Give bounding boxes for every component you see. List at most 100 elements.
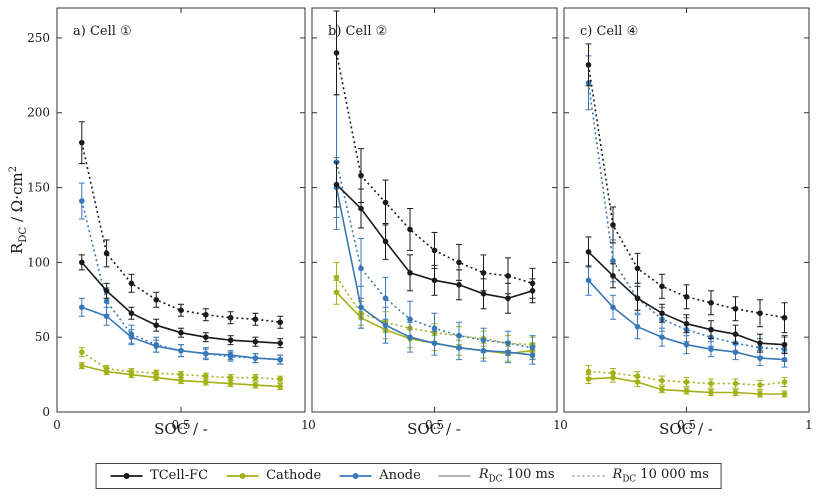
data-marker bbox=[333, 181, 340, 188]
data-marker bbox=[277, 356, 284, 363]
panel-c-series-cathode-10000ms bbox=[585, 365, 788, 391]
data-marker bbox=[227, 337, 234, 343]
data-marker bbox=[610, 258, 616, 264]
data-marker bbox=[153, 296, 159, 303]
legend-item-anode: Anode bbox=[337, 468, 421, 483]
data-marker bbox=[683, 388, 690, 394]
legend-sample-anode bbox=[339, 472, 372, 479]
data-marker bbox=[333, 50, 340, 56]
data-marker bbox=[634, 265, 641, 272]
data-marker bbox=[456, 282, 462, 288]
series-line bbox=[81, 142, 281, 323]
data-marker bbox=[79, 349, 85, 355]
panel-a-series-anode-100ms bbox=[78, 297, 284, 365]
legend-label-cathode: Cathode bbox=[266, 468, 322, 484]
series-line bbox=[587, 82, 785, 350]
y-tick-label: 50 bbox=[35, 330, 50, 344]
data-marker bbox=[732, 380, 739, 387]
data-marker bbox=[227, 374, 234, 381]
data-marker bbox=[505, 273, 511, 279]
x-tick-label: 0 bbox=[308, 418, 316, 432]
data-marker bbox=[585, 62, 592, 68]
data-marker bbox=[659, 334, 665, 340]
legend-item-cathode: Cathode bbox=[224, 468, 321, 483]
data-marker bbox=[732, 331, 739, 337]
data-marker bbox=[153, 322, 159, 329]
x-tick-label: 0.5 bbox=[677, 418, 696, 432]
data-marker bbox=[431, 340, 438, 346]
data-marker bbox=[683, 293, 690, 300]
data-marker bbox=[407, 334, 413, 340]
data-marker bbox=[585, 277, 592, 284]
legend-item-r100: RDC 100 ms bbox=[437, 467, 555, 485]
y-axis-label: RDC / Ω·cm2 bbox=[8, 165, 29, 255]
data-marker bbox=[178, 307, 184, 314]
data-marker bbox=[757, 391, 763, 397]
data-marker bbox=[79, 198, 85, 204]
legend: TCell-FC Cathode Anode RDC 100 ms RDC 10… bbox=[95, 463, 722, 489]
panel-a-series-cathode-100ms bbox=[78, 362, 284, 391]
legend-sample-tcell bbox=[110, 472, 143, 479]
data-marker bbox=[659, 310, 665, 317]
data-marker bbox=[277, 376, 284, 382]
legend-label-tcell: TCell-FC bbox=[150, 468, 209, 484]
data-marker bbox=[153, 374, 159, 381]
legend-item-tcell: TCell-FC bbox=[108, 468, 208, 483]
data-marker bbox=[103, 288, 110, 294]
data-marker bbox=[505, 295, 511, 302]
data-marker bbox=[277, 383, 284, 390]
data-marker bbox=[683, 379, 690, 385]
x-axis-label-c: SOC / - bbox=[659, 420, 713, 438]
y-tick-label: 200 bbox=[27, 106, 50, 120]
data-marker bbox=[431, 277, 438, 284]
panel-c-series-anode-100ms bbox=[585, 264, 788, 368]
data-marker bbox=[382, 199, 389, 206]
data-marker bbox=[708, 389, 714, 396]
data-marker bbox=[103, 368, 110, 375]
data-marker bbox=[203, 311, 209, 318]
panel-a-series-tcell-100ms bbox=[78, 254, 284, 349]
panel-a: 0 0.5 1 0 50 100 150 200 250 a) Cell ① bbox=[27, 7, 309, 432]
data-marker bbox=[610, 374, 616, 381]
y-tick-label: 100 bbox=[27, 255, 50, 269]
panel-b: 0 0.5 1 b) Cell ② bbox=[308, 7, 561, 432]
data-marker bbox=[659, 377, 665, 384]
panel-c: 0 0.5 1 c) Cell ④ bbox=[560, 7, 813, 432]
data-marker bbox=[757, 355, 763, 361]
x-tick-label: 1 bbox=[301, 418, 309, 432]
data-marker bbox=[227, 352, 234, 358]
data-marker bbox=[610, 273, 616, 279]
panel-b-series-tcell-100ms bbox=[333, 161, 536, 314]
data-marker bbox=[585, 368, 592, 375]
data-marker bbox=[252, 316, 259, 323]
data-marker bbox=[431, 247, 438, 254]
data-marker bbox=[203, 334, 209, 340]
data-marker bbox=[407, 316, 413, 323]
data-marker bbox=[252, 374, 259, 381]
data-marker bbox=[610, 304, 616, 311]
data-marker bbox=[634, 295, 641, 302]
data-marker bbox=[227, 380, 234, 387]
series-line bbox=[587, 64, 785, 319]
data-marker bbox=[382, 295, 389, 302]
x-tick-label: 0.5 bbox=[171, 418, 190, 432]
legend-label-r100: RDC 100 ms bbox=[478, 467, 555, 485]
data-marker bbox=[757, 310, 763, 317]
data-marker bbox=[382, 322, 389, 329]
data-marker bbox=[178, 329, 184, 336]
data-marker bbox=[781, 314, 788, 321]
data-marker bbox=[480, 347, 487, 354]
data-marker bbox=[732, 389, 739, 396]
data-marker bbox=[407, 226, 413, 233]
panel-title-c: c) Cell ④ bbox=[580, 24, 638, 39]
data-marker bbox=[610, 222, 616, 228]
x-axis-label-b: SOC / - bbox=[407, 420, 461, 438]
data-marker bbox=[79, 139, 85, 146]
legend-marker bbox=[239, 472, 246, 479]
legend-sample-r10000 bbox=[572, 474, 605, 477]
panel-b-series-tcell-10000ms bbox=[333, 10, 536, 299]
data-marker bbox=[781, 341, 788, 348]
y-tick-label: 150 bbox=[27, 181, 50, 195]
data-marker bbox=[103, 298, 110, 305]
